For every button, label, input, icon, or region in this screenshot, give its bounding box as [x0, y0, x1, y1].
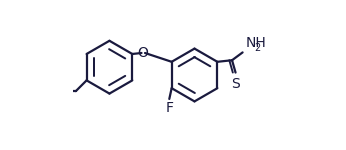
Text: 2: 2	[255, 43, 261, 53]
Text: NH: NH	[245, 36, 266, 50]
Text: O: O	[138, 46, 148, 60]
Text: F: F	[165, 101, 173, 115]
Text: S: S	[231, 77, 240, 91]
